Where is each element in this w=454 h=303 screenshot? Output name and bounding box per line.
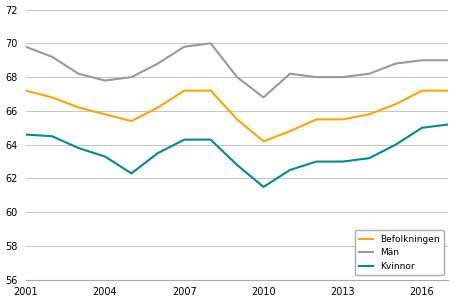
Befolkningen	[182, 89, 187, 92]
Kvinnor	[182, 138, 187, 142]
Befolkningen	[76, 106, 81, 109]
Män	[366, 72, 372, 75]
Kvinnor	[155, 151, 161, 155]
Line: Kvinnor: Kvinnor	[26, 125, 449, 187]
Kvinnor	[102, 155, 108, 158]
Kvinnor	[419, 126, 425, 130]
Kvinnor	[234, 163, 240, 167]
Befolkningen	[419, 89, 425, 92]
Befolkningen	[340, 118, 345, 121]
Kvinnor	[261, 185, 266, 189]
Kvinnor	[446, 123, 451, 126]
Kvinnor	[128, 171, 134, 175]
Befolkningen	[102, 112, 108, 116]
Befolkningen	[366, 112, 372, 116]
Legend: Befolkningen, Män, Kvinnor: Befolkningen, Män, Kvinnor	[355, 230, 444, 275]
Kvinnor	[76, 146, 81, 150]
Män	[446, 58, 451, 62]
Kvinnor	[23, 133, 29, 136]
Män	[419, 58, 425, 62]
Kvinnor	[314, 160, 319, 163]
Befolkningen	[261, 139, 266, 143]
Kvinnor	[287, 168, 293, 172]
Män	[49, 55, 55, 59]
Befolkningen	[49, 95, 55, 99]
Befolkningen	[393, 102, 398, 106]
Kvinnor	[366, 156, 372, 160]
Män	[393, 62, 398, 65]
Män	[23, 45, 29, 48]
Befolkningen	[208, 89, 213, 92]
Kvinnor	[340, 160, 345, 163]
Män	[76, 72, 81, 75]
Män	[234, 75, 240, 79]
Kvinnor	[49, 135, 55, 138]
Befolkningen	[234, 118, 240, 121]
Kvinnor	[208, 138, 213, 142]
Män	[155, 62, 161, 65]
Män	[261, 95, 266, 99]
Män	[340, 75, 345, 79]
Befolkningen	[155, 106, 161, 109]
Befolkningen	[128, 119, 134, 123]
Befolkningen	[314, 118, 319, 121]
Line: Män: Män	[26, 43, 449, 97]
Män	[182, 45, 187, 48]
Befolkningen	[23, 89, 29, 92]
Män	[102, 79, 108, 82]
Befolkningen	[287, 129, 293, 133]
Män	[128, 75, 134, 79]
Män	[314, 75, 319, 79]
Män	[287, 72, 293, 75]
Kvinnor	[393, 143, 398, 146]
Män	[208, 42, 213, 45]
Line: Befolkningen: Befolkningen	[26, 91, 449, 141]
Befolkningen	[446, 89, 451, 92]
